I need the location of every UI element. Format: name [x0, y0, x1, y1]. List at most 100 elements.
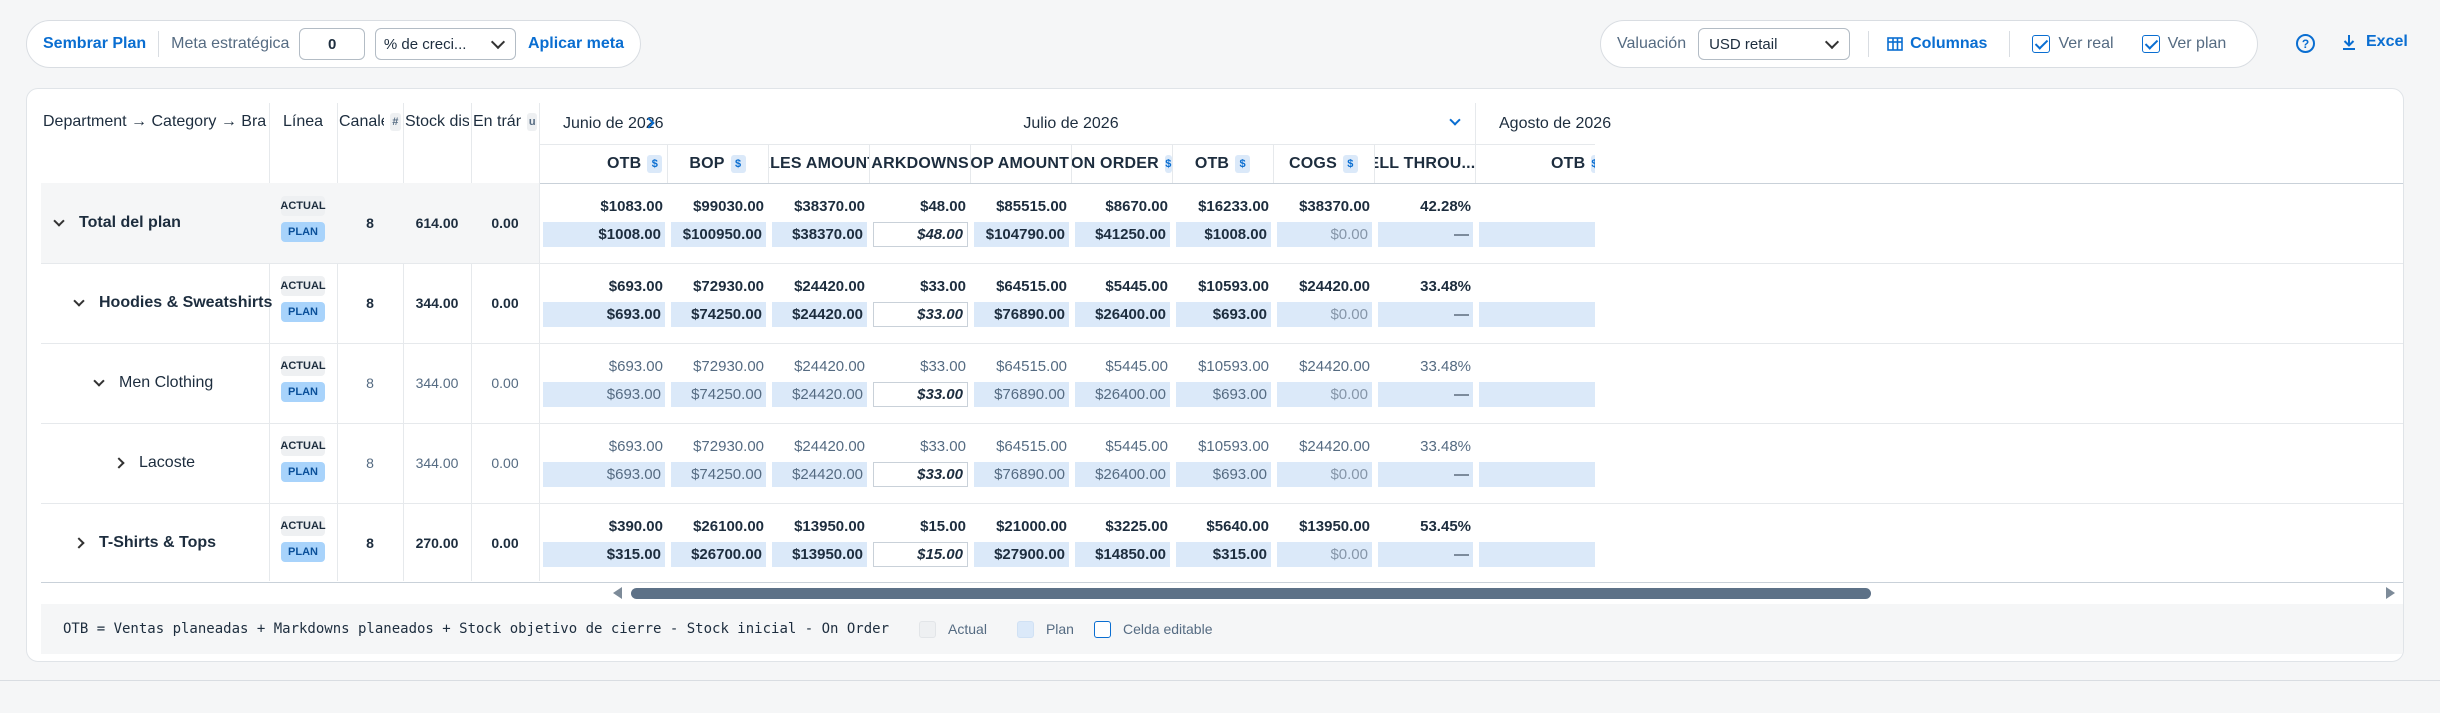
- editable-plan-cell[interactable]: $33.00: [873, 462, 968, 487]
- excel-export-button[interactable]: Excel: [2340, 33, 2408, 51]
- plan-value-cell: $0.00: [1277, 222, 1372, 247]
- legend-editable-label: Celda editable: [1122, 621, 1213, 637]
- show-actual-checkbox[interactable]: Ver real: [2032, 35, 2114, 53]
- actual-value-cell: $24420.00: [1299, 358, 1370, 375]
- column-divider: [403, 103, 404, 581]
- tree-row-0[interactable]: Total del plan: [53, 183, 181, 263]
- metric-header[interactable]: BOP $: [667, 145, 768, 183]
- month-header[interactable]: Agosto de 2026: [1475, 103, 1611, 145]
- metric-header[interactable]: OTB $: [1172, 145, 1273, 183]
- chevron-down-icon[interactable]: [53, 215, 65, 227]
- chevron-down-icon[interactable]: [93, 375, 105, 387]
- header-line[interactable]: Línea: [271, 103, 335, 141]
- header-stock[interactable]: Stock dispo...: [405, 103, 469, 141]
- plan-value-cell: $74250.00: [671, 462, 766, 487]
- plan-value-cell: $27900.00: [974, 542, 1069, 567]
- plan-value-cell: $38370.00: [772, 222, 867, 247]
- plan-value-cell: $14850.00: [1075, 542, 1170, 567]
- metric-header[interactable]: SELL THROU...%: [1374, 145, 1475, 183]
- otb-formula: OTB = Ventas planeadas + Markdowns plane…: [63, 621, 890, 637]
- editable-plan-cell[interactable]: $48.00: [873, 222, 968, 247]
- actual-value-cell: $3225.00: [1105, 518, 1168, 535]
- chevron-down-icon[interactable]: [73, 295, 85, 307]
- meta-type-select[interactable]: % de creci...: [374, 28, 516, 60]
- channels-value: 8: [366, 295, 374, 311]
- show-plan-checkbox[interactable]: Ver plan: [2141, 35, 2226, 53]
- legend-bar: OTB = Ventas planeadas + Markdowns plane…: [41, 604, 2403, 654]
- header-transit[interactable]: En tránsito u: [473, 103, 537, 141]
- horizontal-scrollbar[interactable]: [41, 582, 2403, 604]
- currency-type-icon: $: [1591, 155, 1595, 173]
- metric-header[interactable]: MARKDOWNS$: [869, 145, 970, 183]
- columns-button[interactable]: Columnas: [1887, 35, 1987, 53]
- editable-plan-cell[interactable]: $33.00: [873, 302, 968, 327]
- metric-header[interactable]: EOP AMOUNT$: [970, 145, 1071, 183]
- apply-meta-button[interactable]: Aplicar meta: [527, 35, 624, 52]
- help-icon[interactable]: ?: [2296, 34, 2315, 53]
- actual-badge: ACTUAL: [280, 436, 326, 456]
- metric-header[interactable]: OTB $: [539, 145, 667, 183]
- column-divider: [667, 145, 668, 183]
- stock-value: 344.00: [415, 295, 459, 311]
- scrollbar-thumb[interactable]: [631, 588, 1871, 599]
- column-divider: [1475, 103, 1476, 145]
- scroll-left-icon[interactable]: [611, 586, 623, 600]
- plan-cell-partial: [1479, 302, 1595, 327]
- metric-header[interactable]: COGS $: [1273, 145, 1374, 183]
- plan-value-cell: $24420.00: [772, 462, 867, 487]
- actual-value-cell: $64515.00: [996, 278, 1067, 295]
- actual-value-cell: $10593.00: [1198, 438, 1269, 455]
- metric-header[interactable]: ON ORDER $: [1071, 145, 1172, 183]
- currency-type-icon: $: [1342, 155, 1358, 173]
- month-header[interactable]: Julio de 2026: [667, 103, 1475, 145]
- column-divider: [471, 103, 472, 581]
- actual-badge: ACTUAL: [280, 356, 326, 376]
- actual-value-cell: $38370.00: [1299, 198, 1370, 215]
- metric-header-label: EOP AMOUNT: [970, 155, 1070, 172]
- actual-value-cell: $16233.00: [1198, 198, 1269, 215]
- actual-value-cell: $693.00: [608, 438, 663, 455]
- metric-header-label: COGS: [1289, 155, 1337, 172]
- metric-header[interactable]: SALES AMOUNT$: [768, 145, 869, 183]
- actual-value-cell: $26100.00: [693, 518, 764, 535]
- columns-icon: [1887, 37, 1903, 51]
- tree-row-2[interactable]: Men Clothing: [93, 343, 214, 423]
- header-hierarchy[interactable]: Department → Category → Brand → Selecció…: [43, 103, 267, 141]
- meta-type-value: % de creci...: [383, 35, 467, 53]
- scroll-right-icon[interactable]: [2385, 586, 2397, 600]
- actual-value-cell: $13950.00: [1299, 518, 1370, 535]
- chevron-right-icon[interactable]: [73, 537, 85, 549]
- tree-row-label: T-Shirts & Tops: [99, 534, 217, 551]
- row-divider: [41, 263, 2403, 264]
- header-transit-label: En tránsito: [473, 113, 521, 130]
- actual-value-cell: 33.48%: [1420, 438, 1471, 455]
- plan-value-cell: —: [1378, 302, 1473, 327]
- editable-plan-cell[interactable]: $15.00: [873, 542, 968, 567]
- metric-header[interactable]: OTB $: [1475, 145, 1595, 183]
- unit-type-icon: u: [527, 113, 537, 131]
- tree-row-label: Men Clothing: [119, 374, 214, 391]
- columns-label: Columnas: [1910, 35, 1988, 52]
- valuation-select[interactable]: USD retail: [1698, 28, 1851, 60]
- toolbar-divider: [2009, 31, 2011, 57]
- plan-value-cell: $26400.00: [1075, 462, 1170, 487]
- tree-row-1[interactable]: Hoodies & Sweatshirts: [73, 263, 272, 343]
- tree-row-3[interactable]: Lacoste: [113, 423, 195, 503]
- tree-row-4[interactable]: T-Shirts & Tops: [73, 503, 217, 581]
- stock-value: 270.00: [415, 535, 459, 551]
- actual-value-cell: $99030.00: [693, 198, 764, 215]
- actual-value-cell: 53.45%: [1420, 518, 1471, 535]
- column-divider: [768, 145, 769, 183]
- transit-value: 0.00: [491, 375, 519, 391]
- chevron-right-icon[interactable]: [113, 457, 125, 469]
- chevron-down-icon[interactable]: [1449, 114, 1461, 126]
- seed-plan-button[interactable]: Sembrar Plan: [43, 35, 147, 52]
- row-divider: [41, 503, 2403, 504]
- header-channels[interactable]: Canales #: [339, 103, 401, 141]
- month-header[interactable]: Junio de 2026: [539, 103, 667, 145]
- editable-plan-cell[interactable]: $33.00: [873, 382, 968, 407]
- transit-value: 0.00: [491, 455, 519, 471]
- transit-value: 0.00: [491, 215, 519, 231]
- meta-value-input[interactable]: 0: [299, 28, 365, 60]
- transit-value: 0.00: [491, 295, 519, 311]
